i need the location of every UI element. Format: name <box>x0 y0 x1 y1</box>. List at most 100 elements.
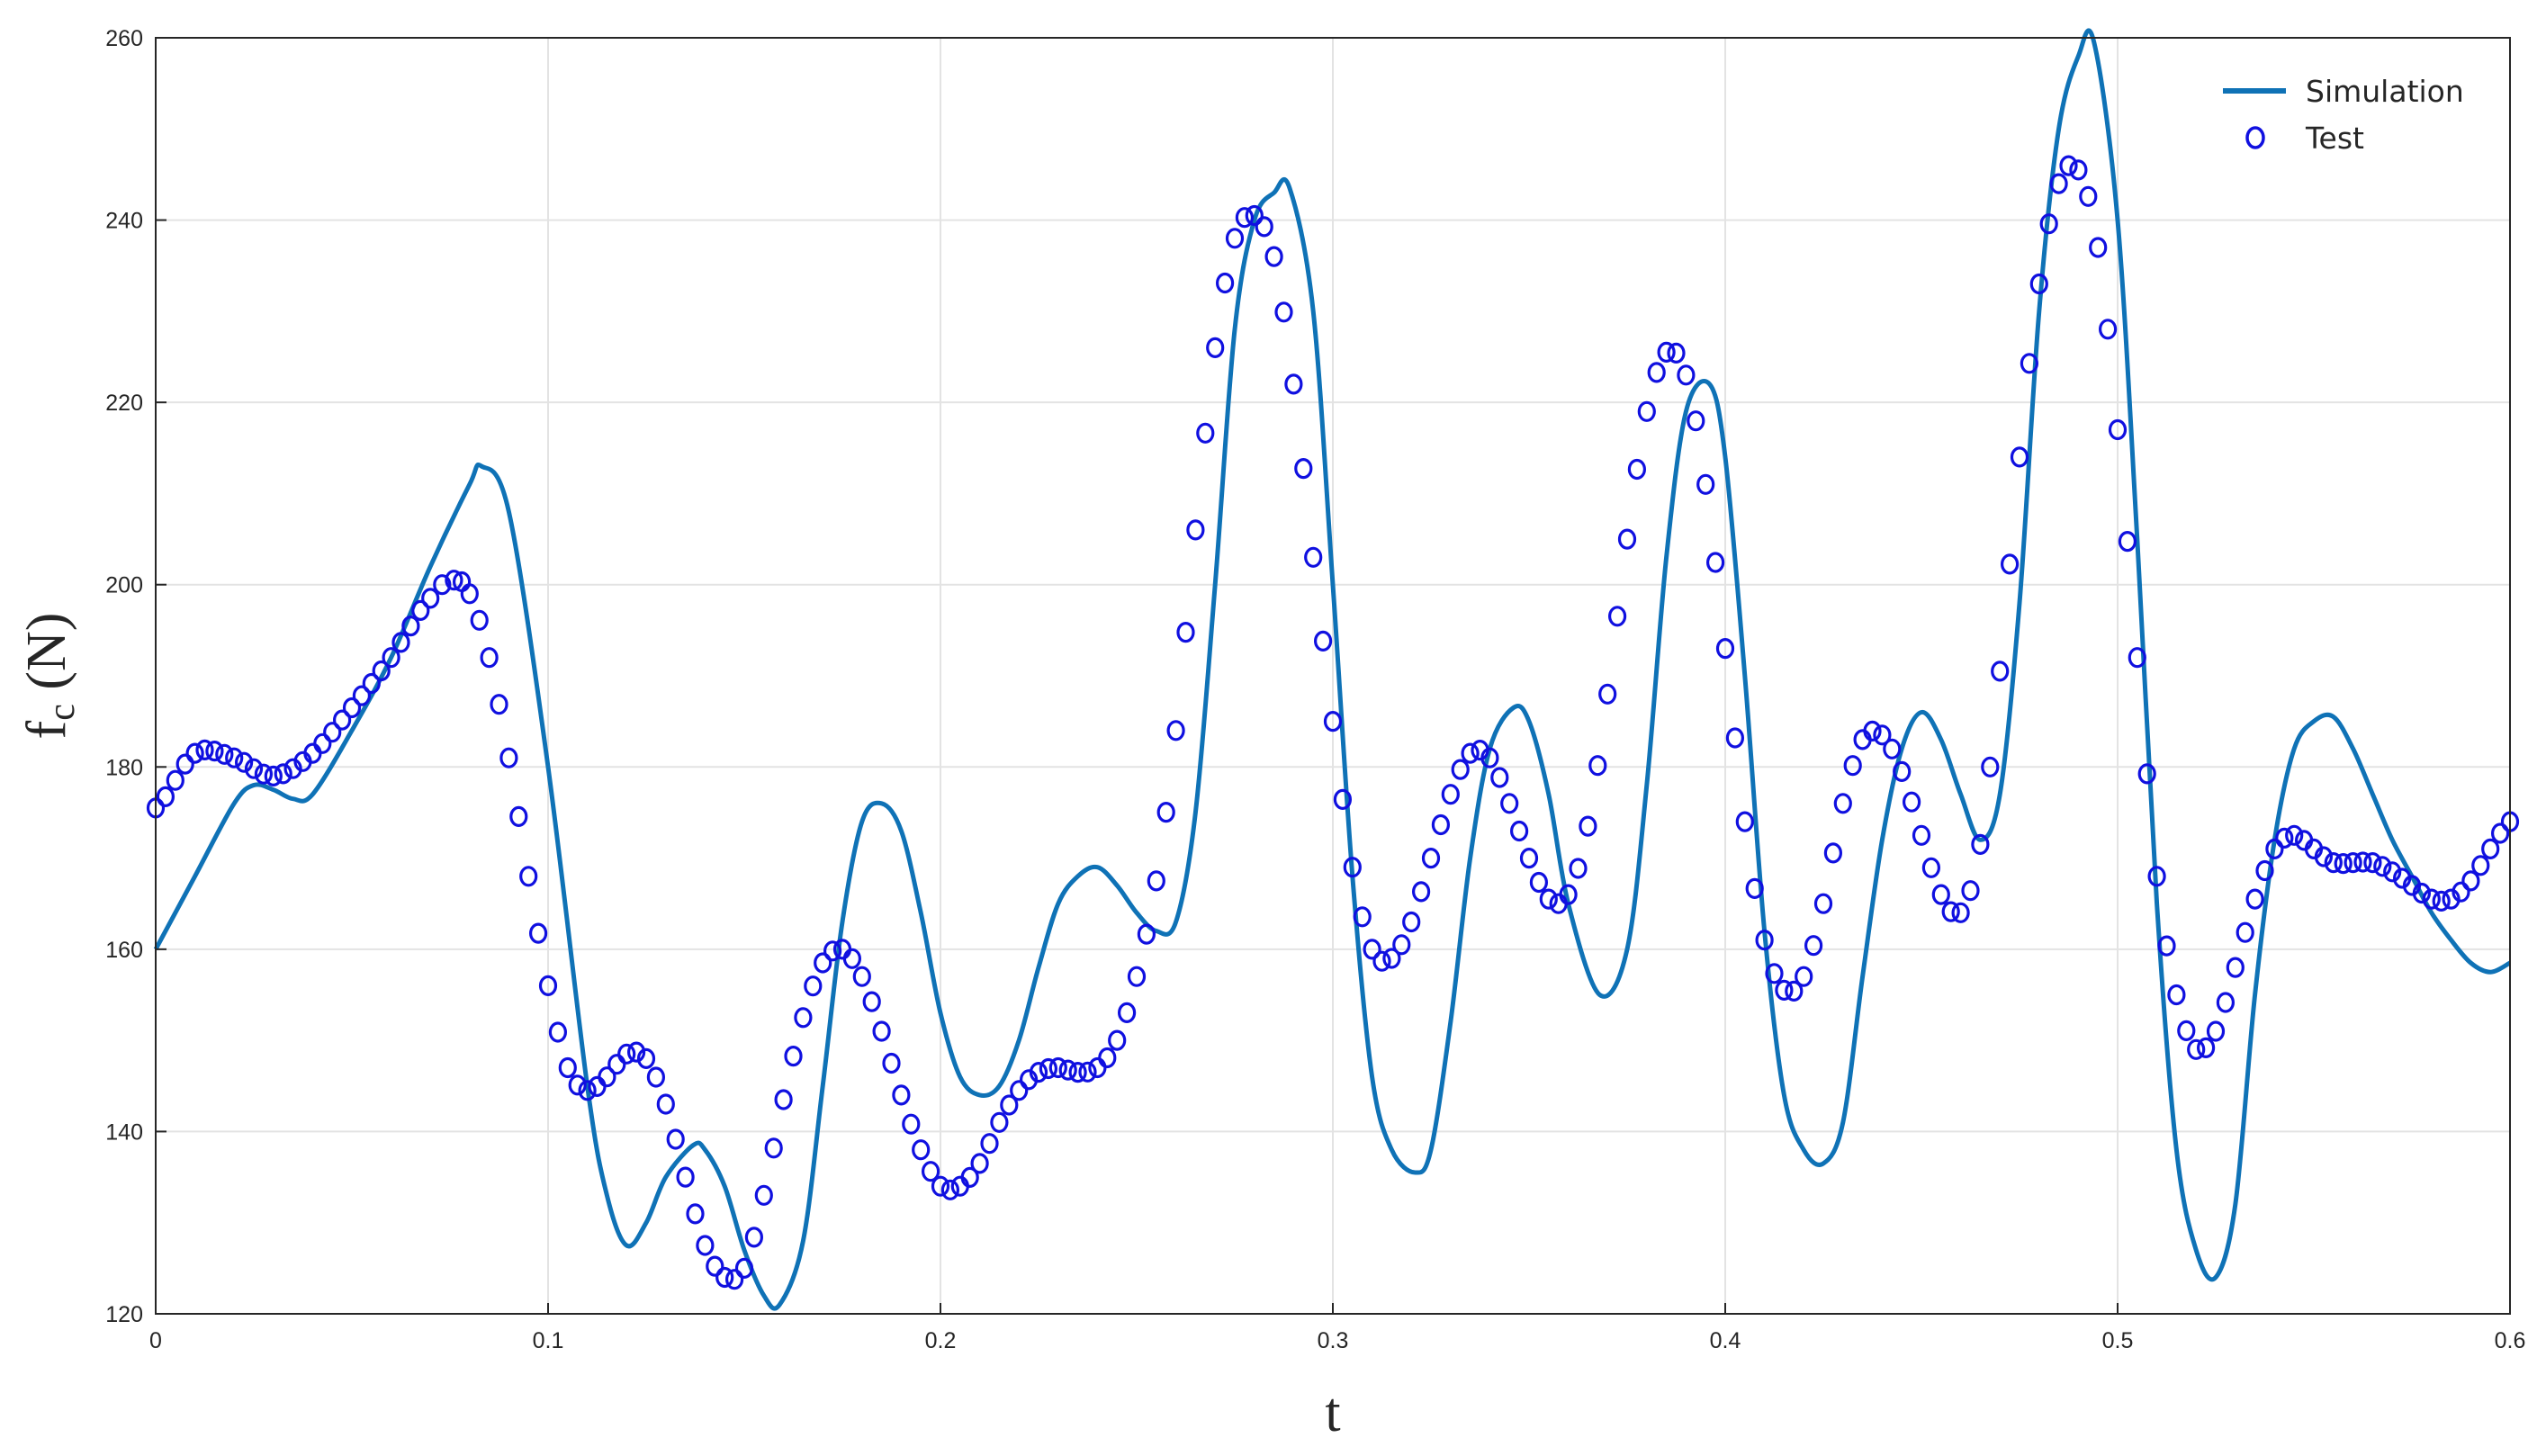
data-point <box>1971 833 1990 856</box>
data-point <box>1353 906 1372 928</box>
data-point <box>499 747 518 768</box>
data-point <box>2029 273 2048 295</box>
data-point <box>1804 935 1823 957</box>
data-point <box>1108 1029 1127 1051</box>
data-point <box>1873 724 1892 746</box>
series-line-simulation <box>153 28 2512 1311</box>
x-tick-label: 0.4 <box>1710 1328 1741 1353</box>
data-point <box>568 1074 587 1096</box>
data-point <box>1607 606 1627 627</box>
data-point <box>2452 881 2470 903</box>
data-point <box>970 1153 989 1174</box>
y-tick-label: 200 <box>105 573 143 598</box>
data-point <box>2147 866 2166 887</box>
data-point <box>1264 246 1283 267</box>
data-point <box>166 769 184 791</box>
data-point <box>656 1093 675 1115</box>
data-point <box>1274 301 1293 323</box>
data-point <box>1411 881 1431 903</box>
data-point <box>1284 373 1303 395</box>
data-point <box>1382 948 1401 969</box>
data-point <box>445 570 463 591</box>
data-point <box>195 739 214 761</box>
y-axis-label-subscript: c <box>41 704 83 721</box>
data-point <box>352 685 371 706</box>
data-point <box>1078 1061 1097 1083</box>
data-point <box>1559 884 1578 905</box>
data-point <box>598 1066 616 1088</box>
data-point <box>323 722 342 743</box>
data-point <box>1775 979 1794 1002</box>
data-point <box>2108 418 2128 441</box>
data-point <box>2363 851 2382 874</box>
data-point <box>1313 630 1333 652</box>
data-point <box>1215 272 1235 294</box>
data-point <box>1696 473 1715 495</box>
data-point <box>814 952 832 974</box>
data-point <box>2118 530 2137 553</box>
data-point <box>578 1080 597 1101</box>
series-layer <box>146 28 2520 1311</box>
data-point <box>1705 552 1725 573</box>
data-point <box>2197 1037 2216 1059</box>
data-point <box>734 1257 754 1280</box>
data-point <box>1225 228 1245 249</box>
data-point <box>244 758 264 779</box>
data-point <box>1490 767 1509 788</box>
data-point <box>774 1089 793 1110</box>
data-point <box>804 975 823 997</box>
data-point <box>2177 1020 2196 1042</box>
data-point <box>490 694 508 715</box>
y-axis-ticks: 120 140 160 180 200 220 240 260 <box>105 26 166 1327</box>
data-point <box>2334 852 2353 875</box>
data-point <box>1755 930 1774 951</box>
data-point <box>313 732 332 754</box>
data-point <box>1363 939 1381 960</box>
data-point <box>794 1007 813 1029</box>
data-point <box>626 1041 646 1063</box>
y-tick-label: 160 <box>105 938 143 963</box>
data-point <box>2412 882 2431 904</box>
data-point <box>872 1020 891 1042</box>
data-point <box>1883 738 1902 759</box>
y-tick-label: 220 <box>105 391 143 416</box>
data-point <box>2216 992 2235 1013</box>
data-point <box>1677 364 1696 386</box>
data-point <box>1921 857 1940 878</box>
data-point <box>1402 911 1421 933</box>
data-point <box>724 1269 744 1290</box>
data-point <box>1048 1056 1067 1079</box>
data-point <box>1991 661 2010 682</box>
data-point <box>411 599 430 622</box>
data-point <box>342 697 362 719</box>
data-point <box>1833 793 1852 814</box>
data-point <box>646 1066 666 1088</box>
data-point <box>2137 763 2156 785</box>
data-point <box>1029 1061 1048 1083</box>
data-point <box>1147 870 1165 892</box>
x-tick-label: 0.1 <box>533 1328 564 1353</box>
data-point <box>1039 1057 1058 1080</box>
x-axis-ticks: 0 0.1 0.2 0.3 0.4 0.5 0.6 <box>149 1303 2525 1353</box>
data-point <box>362 672 381 695</box>
data-point <box>2099 319 2118 340</box>
data-point <box>470 609 489 631</box>
x-tick-label: 0.3 <box>1318 1328 1349 1353</box>
data-point <box>391 632 410 653</box>
data-point <box>2285 824 2304 846</box>
data-point <box>666 1128 685 1150</box>
data-point <box>1667 342 1686 364</box>
data-point <box>2039 213 2058 235</box>
data-point <box>1961 880 1980 902</box>
legend-swatch-test <box>2245 126 2265 149</box>
data-point <box>696 1235 715 1256</box>
data-point <box>1156 801 1175 823</box>
data-point <box>1431 813 1451 836</box>
data-point <box>1500 793 1519 814</box>
data-point <box>912 1139 931 1161</box>
data-point <box>1657 341 1676 363</box>
data-point <box>225 747 244 768</box>
data-point <box>2481 838 2500 860</box>
data-point <box>2049 173 2068 194</box>
